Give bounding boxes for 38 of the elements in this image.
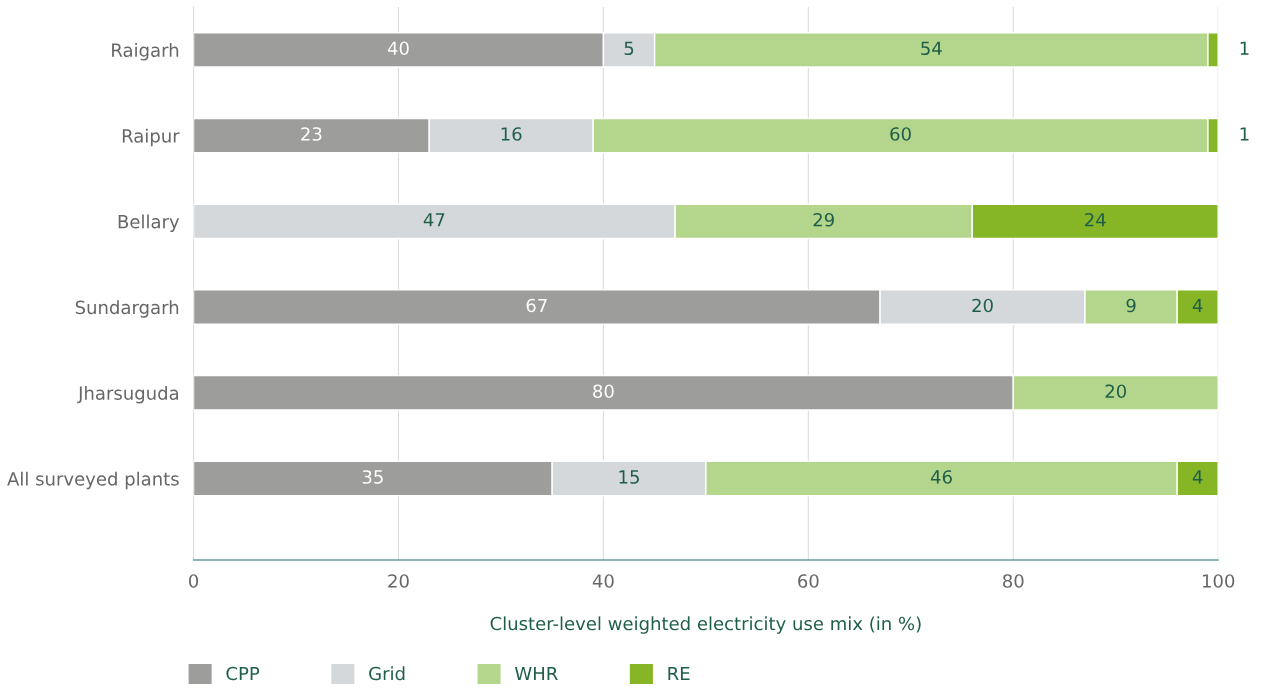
data-label: 35 (362, 470, 383, 484)
data-label: 5 (624, 41, 634, 56)
data-label: 4 (1192, 298, 1203, 313)
y-tick-label: Bellary (118, 214, 180, 232)
y-tick-label: Raipur (122, 128, 180, 147)
y-tick-label: Jharsuguda (77, 385, 179, 404)
data-label: 15 (619, 470, 639, 484)
data-label: 67 (526, 298, 547, 313)
x-tick-label: 100 (1202, 574, 1235, 588)
x-tick-label: 80 (1003, 574, 1024, 588)
y-tick-label: All surveyed plants (7, 471, 179, 490)
data-label: 4 (1192, 470, 1203, 484)
data-label: 54 (921, 41, 942, 56)
x-tick-label: 0 (188, 574, 199, 588)
legend-label: CPP (226, 666, 260, 681)
data-label: 1 (1240, 41, 1249, 55)
y-tick-label: Sundargarh (75, 300, 179, 318)
data-label: 40 (387, 41, 409, 56)
x-axis-title: Cluster-level weighted electricity use mix (in %) (490, 616, 921, 634)
data-label: 80 (593, 384, 614, 399)
data-label: 20 (972, 298, 993, 313)
data-label: 46 (930, 470, 952, 484)
y-tick-label: Raigarh (112, 43, 179, 61)
x-tick-label: 60 (798, 574, 819, 588)
x-tick-label: 20 (388, 574, 409, 588)
x-tick-label: 40 (592, 574, 614, 588)
data-label: 29 (813, 212, 834, 227)
data-label: 1 (1240, 127, 1249, 141)
data-label: 47 (423, 213, 445, 227)
data-label: 20 (1105, 384, 1127, 399)
data-label: 16 (501, 127, 522, 141)
data-label: 9 (1126, 298, 1136, 313)
data-label: 23 (301, 127, 322, 141)
legend-label: RE (668, 666, 690, 681)
data-label: 24 (1085, 212, 1106, 227)
data-label: 60 (890, 127, 911, 141)
legend-label: WHR (514, 666, 558, 681)
legend-label: Grid (369, 666, 405, 681)
